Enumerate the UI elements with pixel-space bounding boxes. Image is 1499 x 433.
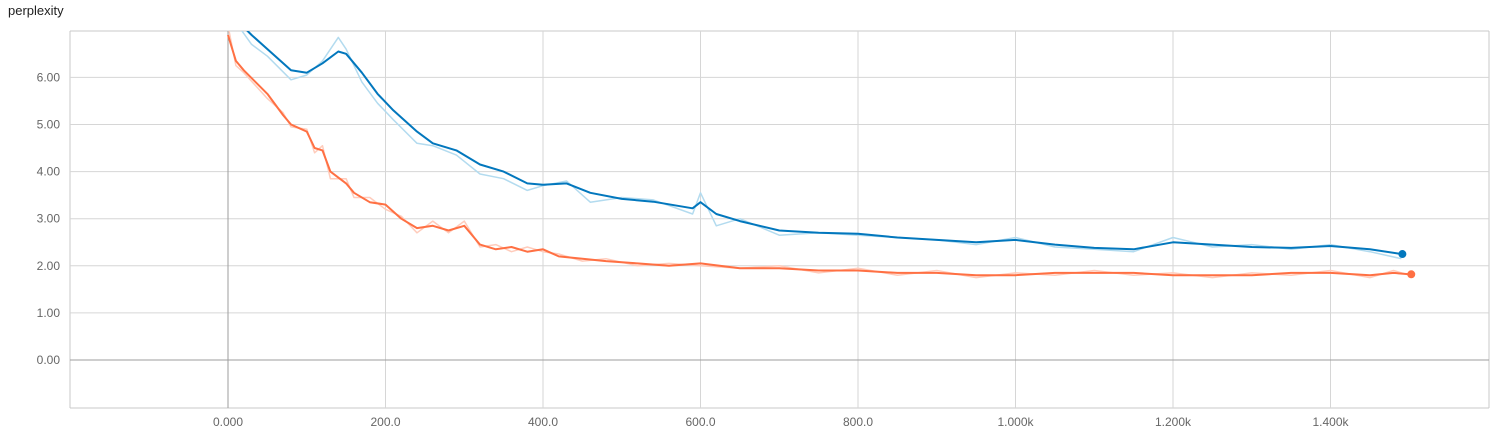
series-end-dot-1 (1407, 270, 1416, 279)
y-tick-label: 0.00 (37, 353, 61, 367)
y-tick-label: 2.00 (37, 259, 61, 273)
x-tick-label: 0.000 (213, 415, 243, 429)
grid-lines (69, 30, 1490, 409)
chart-title: perplexity (8, 3, 64, 18)
y-tick-label: 1.00 (37, 306, 61, 320)
x-tick-label: 400.0 (528, 415, 558, 429)
series-group-0 (241, 31, 1402, 260)
x-tick-label: 1.200k (1155, 415, 1192, 429)
series-line-0 (246, 31, 1402, 255)
series-line-1 (227, 34, 1410, 277)
series-raw-line-0 (241, 31, 1402, 260)
series-lines (227, 31, 1416, 279)
y-tick-label: 5.00 (37, 118, 61, 132)
x-tick-label: 1.400k (1312, 415, 1349, 429)
series-group-1 (227, 31, 1410, 279)
x-tick-labels: 0.000 200.0 400.0 600.0 800.0 1.000k 1.200k 1.4… (213, 415, 1350, 429)
y-tick-label: 6.00 (37, 70, 61, 84)
series-end-dot-0 (1398, 250, 1407, 259)
y-tick-label: 3.00 (37, 212, 61, 226)
axes (70, 31, 1489, 408)
x-tick-label: 600.0 (685, 415, 715, 429)
y-tick-labels: 0.00 1.00 2.00 3.00 4.00 5.00 6.00 (37, 70, 61, 367)
series-raw-line-1 (228, 31, 1410, 279)
x-tick-label: 1.000k (997, 415, 1034, 429)
x-tick-label: 200.0 (370, 415, 400, 429)
x-tick-label: 800.0 (843, 415, 873, 429)
y-tick-label: 4.00 (37, 165, 61, 179)
